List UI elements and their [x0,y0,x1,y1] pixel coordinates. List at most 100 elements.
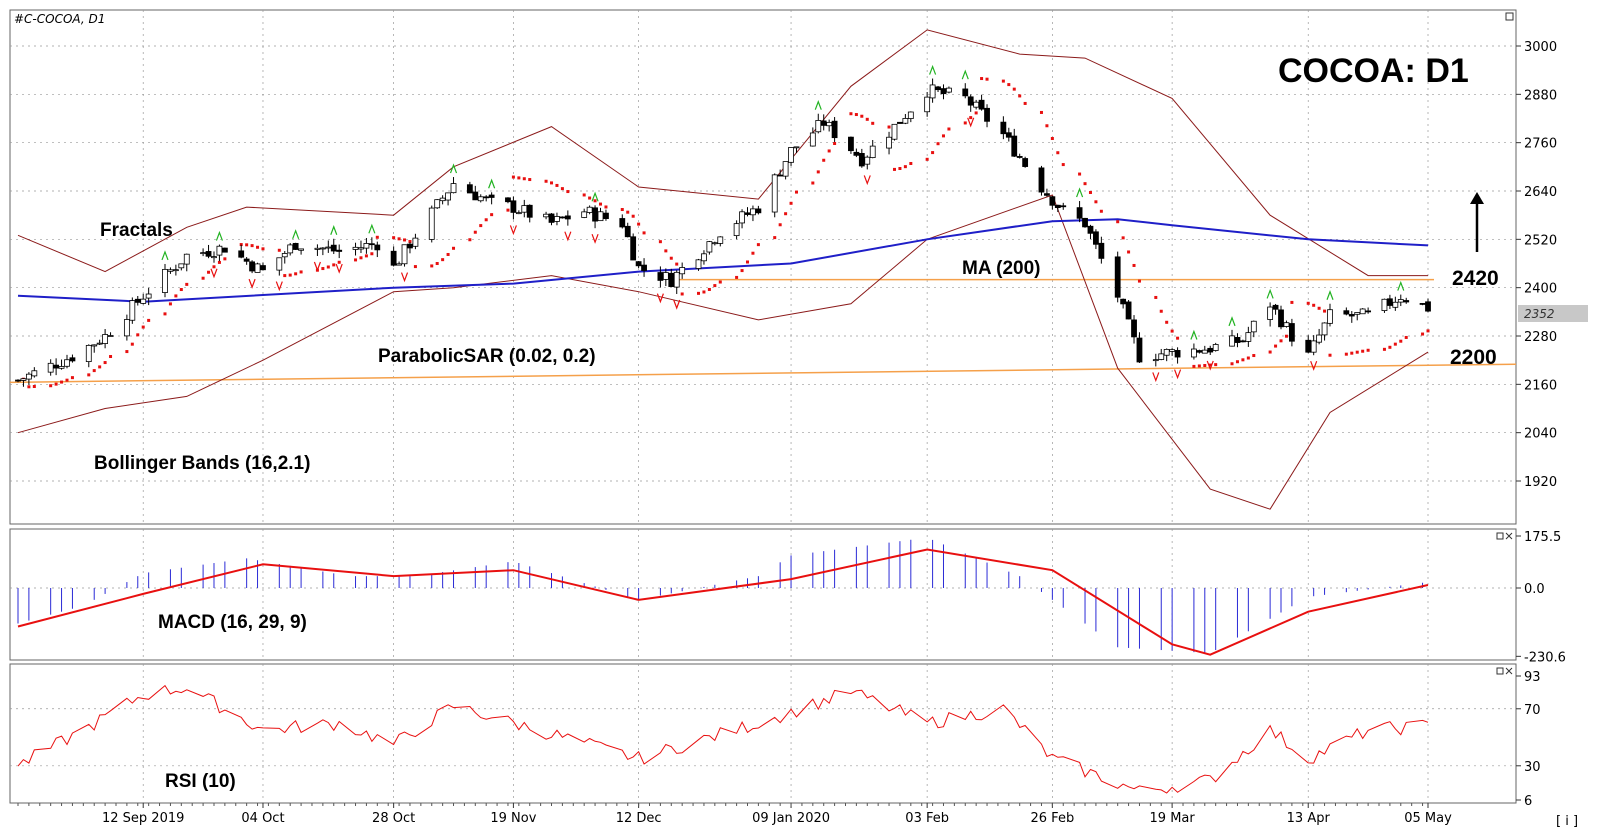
candle-body [1174,350,1181,358]
candle-body [521,205,528,213]
y-tick-label: 2040 [1524,427,1557,442]
candle-body [1267,306,1274,320]
candle-body [1240,340,1246,343]
sar-dot [1159,309,1163,313]
sar-dot [1350,351,1354,355]
sar-dot [103,361,107,365]
current-price-text: 2352 [1524,307,1555,321]
fractal-down-icon [509,225,517,236]
candle-body [891,123,898,140]
sar-dot [642,231,646,235]
sar-dot [147,318,151,322]
sar-dot [854,113,858,117]
sar-dot [1001,79,1005,83]
sar-dot [773,236,777,240]
fractal-up-icon [1397,280,1405,291]
sar-dot [212,265,216,269]
sar-dot [1088,190,1092,194]
candle-body [1114,256,1121,298]
ma200-line [17,218,1429,303]
fractal-down-icon [673,299,681,310]
x-tick-label: 05 May [1404,811,1452,826]
sar-dot [70,376,74,380]
candle-body [1419,303,1426,305]
sar-dot [789,201,793,205]
sar-dot [658,240,662,244]
info-icon[interactable]: [ i ] [1556,814,1578,829]
sar-dot [435,262,439,266]
sar-dot [898,166,902,170]
candle-body [390,250,397,266]
candle-body [1022,158,1029,167]
sar-dot [528,178,532,182]
sar-dot [1328,353,1332,357]
candle-body [445,192,451,201]
sar-dot [925,157,929,161]
sar-dot [680,292,684,296]
rsi-series [17,684,1429,794]
rsi-panel [9,663,1517,804]
sar-dot [125,350,129,354]
sar-dot [903,165,907,169]
candle-body [1196,350,1203,353]
candle-body [69,357,76,362]
candle-body [167,269,174,272]
bollinger-bands [17,29,1429,510]
sar-dot [555,183,559,187]
candle-body [162,268,168,293]
candle-body [1044,193,1050,196]
y-tick-label: 2760 [1524,137,1557,152]
sar-dot [168,302,172,306]
candle-body [984,107,990,122]
fractal-down-icon [1174,369,1182,380]
macd-window-icons[interactable] [1496,532,1513,540]
rsi-tick-label: 30 [1524,760,1541,775]
candle-body [172,269,179,272]
candle-body [755,208,762,214]
bollinger-lower [17,194,1429,510]
y-tick-label: 1920 [1524,475,1557,490]
sar-dot [1235,360,1239,364]
candle-body [1365,310,1372,313]
sar-dot [1268,350,1272,354]
fractal-up-icon [1266,288,1274,299]
candle-body [967,96,974,106]
fractal-up-icon [215,230,223,241]
candle-body [973,101,980,108]
sar-dot [947,127,951,131]
candle-body [396,263,402,266]
sar-dot [141,325,145,329]
candle-body [47,362,54,373]
candle-body [978,99,985,110]
fractal-up-icon [330,225,338,235]
sar-dot [1290,300,1294,304]
sar-dot [239,243,243,247]
sar-dot [484,218,488,222]
sar-dot [936,142,940,146]
candle-body [96,342,103,345]
candle-body [211,256,217,259]
sar-dot [1344,352,1348,356]
sar-dot [816,170,820,174]
sar-dot [1137,279,1141,283]
sar-dot [1317,306,1321,310]
candle-body [1016,156,1023,158]
candle-body [1392,301,1399,308]
candle-body [91,344,98,347]
rsi-window-icons[interactable] [1496,667,1513,675]
maximize-icon[interactable] [1505,12,1514,21]
y-tick-label: 2640 [1524,185,1557,200]
candle-body [946,87,952,93]
fractal-down-icon [275,281,283,292]
candle-body [358,247,364,250]
sar-dot [1061,163,1065,167]
candle-body [668,272,675,287]
sar-dot [207,270,211,274]
macd-tick-label: -230.6 [1524,650,1566,665]
candle-body [20,378,27,381]
candle-body [635,261,642,267]
parabolic-sar [21,77,1430,389]
fractal-up-icon [1190,329,1198,340]
candle-body [412,237,419,247]
